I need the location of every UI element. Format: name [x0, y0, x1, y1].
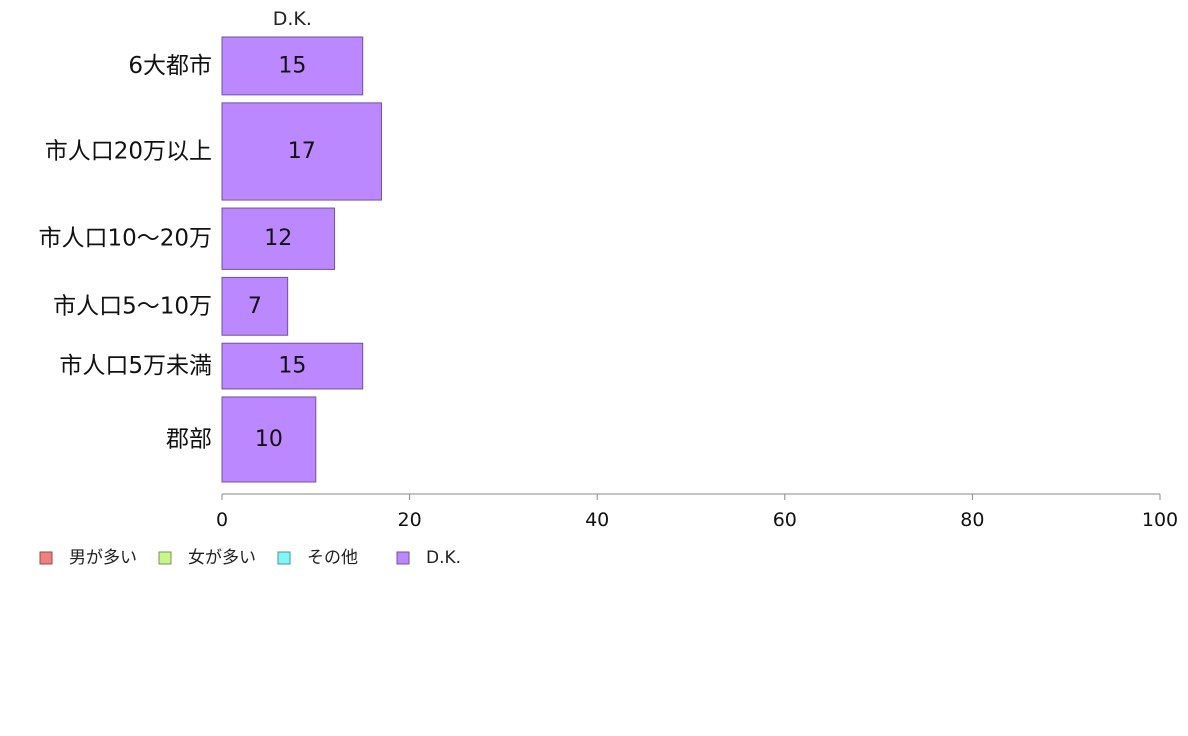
x-tick-label-3: 40 — [585, 509, 609, 531]
legend-swatch-3 — [277, 551, 291, 565]
legend-label-1: 男が多い — [69, 548, 137, 568]
bar-d-k-3-5 — [221, 342, 364, 390]
bars: 15 17 12 7 15 10 — [221, 36, 382, 483]
legend-swatch-1 — [39, 551, 53, 565]
legend-item-item-0: 男が多い — [39, 548, 137, 568]
legend-swatch-2 — [158, 551, 172, 565]
x-tick-label-5: 80 — [960, 509, 984, 531]
series-header-label-1: D.K. — [273, 8, 312, 30]
category-label-1: 6大都市 — [128, 53, 212, 79]
category-label-5: 市人口5万未満 — [59, 353, 212, 379]
data-label-d-k-3-4: 7 — [248, 294, 262, 319]
x-tick-label-6: 100 — [1142, 509, 1178, 531]
series-header-labels: D.K. — [273, 8, 312, 30]
bar-d-k-3-3 — [221, 207, 336, 270]
x-tick-label-2: 20 — [398, 509, 422, 531]
data-label-d-k-3-3: 12 — [264, 226, 292, 251]
category-label-6: 郡部 — [166, 426, 212, 452]
data-label-d-k-3-5: 15 — [278, 354, 306, 379]
data-label-d-k-3-1: 15 — [278, 53, 306, 78]
bar-d-k-3-4 — [221, 276, 289, 336]
x-axis: 0 20 40 60 80 100 — [216, 493, 1178, 531]
x-tick-label-4: 60 — [773, 509, 797, 531]
data-label-d-k-3-2: 17 — [288, 139, 316, 164]
bar-d-k-3-6 — [221, 396, 317, 483]
legend-item-d-k-3: D.K. — [396, 548, 461, 568]
data-label-d-k-3-6: 10 — [255, 427, 283, 452]
category-label-3: 市人口10〜20万 — [38, 226, 212, 252]
bar-d-k-3-2 — [221, 102, 382, 201]
legend: 男が多い 女が多い その他 D.K. — [39, 548, 461, 568]
legend-label-4: D.K. — [426, 548, 461, 568]
category-label-4: 市人口5〜10万 — [53, 293, 212, 319]
legend-label-3: その他 — [307, 548, 358, 568]
legend-item-item-2: その他 — [277, 548, 358, 568]
bar-d-k-3-1 — [221, 36, 364, 96]
legend-item-item-1: 女が多い — [158, 548, 256, 568]
legend-label-2: 女が多い — [188, 548, 256, 568]
category-label-2: 市人口20万以上 — [45, 138, 212, 164]
legend-swatch-4 — [396, 551, 410, 565]
x-tick-label-1: 0 — [216, 509, 228, 531]
